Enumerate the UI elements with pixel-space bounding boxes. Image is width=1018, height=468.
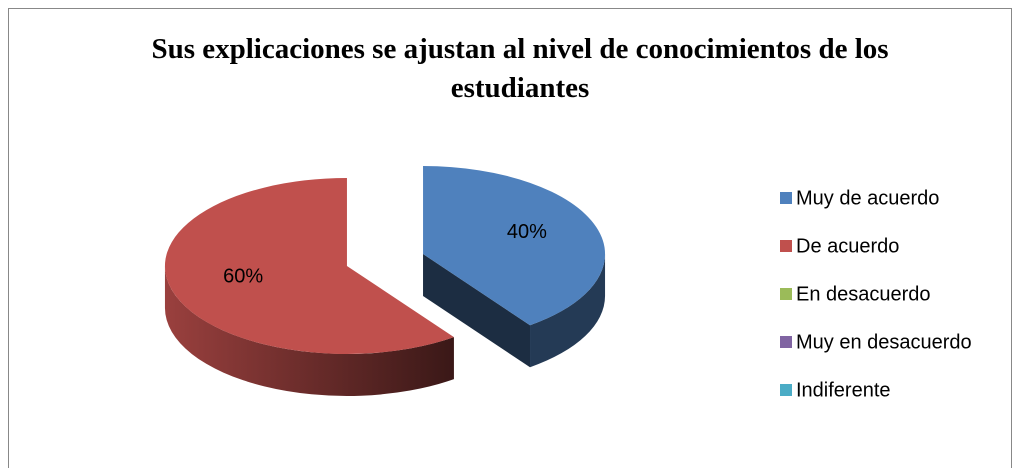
legend-label: Muy en desacuerdo [796,331,972,353]
legend-swatch [780,384,792,396]
legend-swatch [780,288,792,300]
chart-title: Sus explicaciones se ajustan al nivel de… [151,33,889,104]
slice-walls [164,254,606,396]
legend-label: Muy de acuerdo [796,187,939,209]
pie-slice [423,166,606,326]
legend-swatch [780,240,792,252]
legend-label: En desacuerdo [796,283,931,305]
pie-slice [164,177,454,354]
data-label: 40% [507,221,547,243]
legend-label: De acuerdo [796,235,899,257]
legend-swatch [780,192,792,204]
slice-cut-face [423,254,531,368]
chart-frame [8,8,1012,468]
slice-tops [164,166,606,354]
legend-label: Indiferente [796,379,891,401]
data-label: 60% [223,266,263,288]
slice-side [530,254,606,368]
legend-swatch [780,336,792,348]
slice-side [164,265,454,396]
